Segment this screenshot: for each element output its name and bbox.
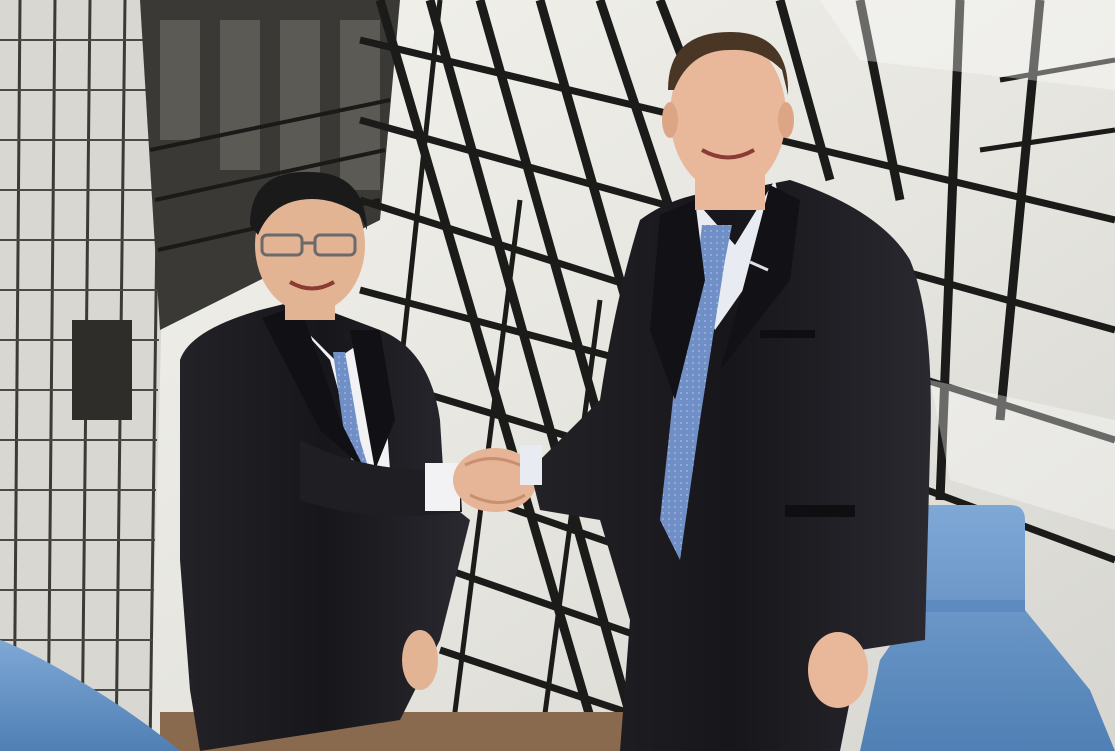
backdrop-building-middle	[140, 0, 400, 330]
backdrop-building-left	[0, 0, 170, 751]
backdrop-glass-highlights	[820, 0, 1115, 530]
person-right	[520, 32, 931, 751]
chair-left	[0, 640, 180, 751]
